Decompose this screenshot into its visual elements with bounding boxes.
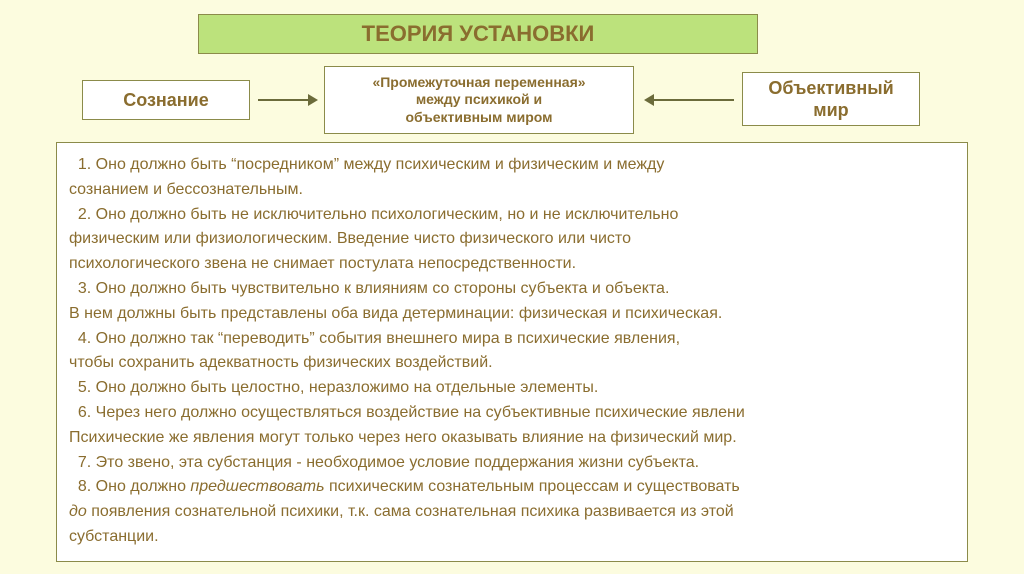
content-line: психологического звена не снимает постул… [69,252,955,277]
content-line: 1. Оно должно быть “посредником” между п… [69,153,955,178]
content-line: Психические же явления могут только чере… [69,426,955,451]
content-line: чтобы сохранить адекватность физических … [69,351,955,376]
arrow-left-to-center [248,90,328,110]
node-intermediate-label: «Промежуточная переменная» между психико… [372,74,585,127]
node-objective-world: Объективный мир [742,72,920,126]
content-line: 4. Оно должно так “переводить” события в… [69,327,955,352]
node-intermediate-variable: «Промежуточная переменная» между психико… [324,66,634,134]
content-line: 8. Оно должно предшествовать психическим… [69,475,955,500]
node-consciousness: Сознание [82,80,250,120]
content-line: субстанции. [69,525,955,550]
node-consciousness-label: Сознание [123,89,209,112]
content-line: до появления сознательной психики, т.к. … [69,500,955,525]
content-line: 6. Через него должно осуществляться возд… [69,401,955,426]
arrow-right-to-center [634,90,744,110]
content-line: 7. Это звено, эта субстанция - необходим… [69,451,955,476]
content-line: сознанием и бессознательным. [69,178,955,203]
title-box: ТЕОРИЯ УСТАНОВКИ [198,14,758,54]
content-box: 1. Оно должно быть “посредником” между п… [56,142,968,562]
content-line: 2. Оно должно быть не исключительно псих… [69,203,955,228]
content-line: 5. Оно должно быть целостно, неразложимо… [69,376,955,401]
content-line: В нем должны быть представлены оба вида … [69,302,955,327]
title-text: ТЕОРИЯ УСТАНОВКИ [362,21,595,47]
node-objective-label: Объективный мир [768,77,893,122]
content-line: 3. Оно должно быть чувствительно к влиян… [69,277,955,302]
content-line: физическим или физиологическим. Введение… [69,227,955,252]
